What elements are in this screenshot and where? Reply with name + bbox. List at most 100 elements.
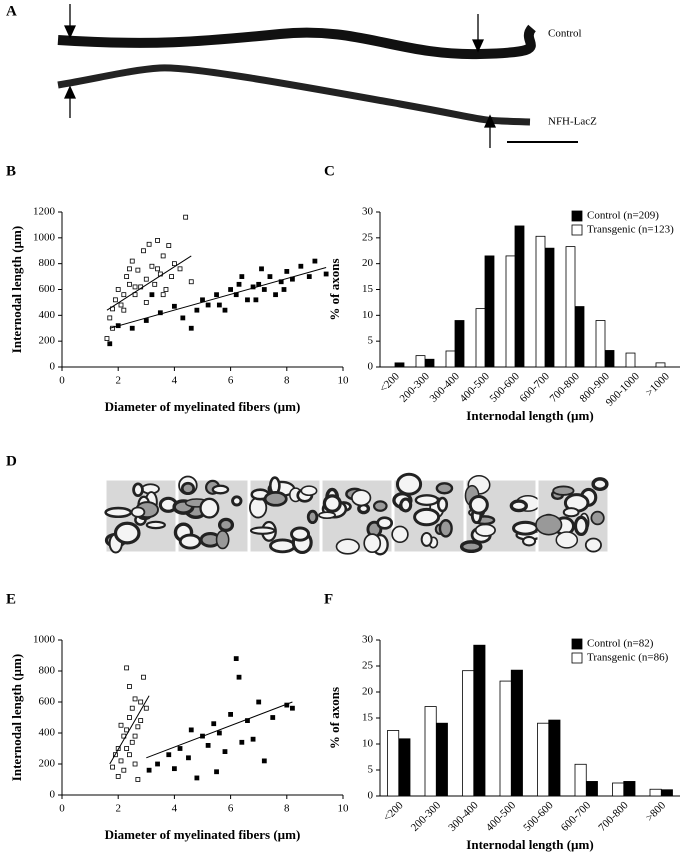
point [236,281,242,287]
y-tick-label: 0 [50,361,56,373]
point [214,292,219,298]
legend-label: Transgenic (n=123) [587,224,674,236]
point [124,746,130,751]
point [107,315,113,321]
x-tick-label: 200-300 [409,799,444,834]
axon [290,526,311,542]
axon [335,538,360,555]
bar [415,355,426,368]
y-tick-label: 5 [368,764,374,776]
bar [625,352,636,368]
point [166,752,172,758]
point [121,307,127,313]
arrows [63,4,497,148]
point [298,263,304,269]
panel-letter: E [6,591,16,607]
point [270,715,276,720]
point [166,243,172,248]
point [143,705,149,711]
axon [211,484,230,495]
point [138,699,144,705]
y-tick-label: 200 [39,758,56,770]
point [110,764,115,770]
x-tick-label: 500-600 [521,799,556,834]
point [261,287,267,292]
point [160,292,166,298]
bar [595,320,606,368]
fiber-label: Control [548,28,582,40]
axon [351,489,372,507]
bar [473,644,486,797]
legend-label: Transgenic (n=86) [587,652,669,664]
x-tick-label: 0 [59,803,65,815]
axon [363,533,382,554]
x-tick-label: 10 [338,375,350,387]
bar [435,722,448,797]
bar [514,225,525,368]
legend-swatch [571,652,583,664]
point [149,292,155,298]
axon [300,485,318,497]
bar [475,308,486,368]
point [188,279,194,285]
axon [215,530,230,550]
axon [552,485,575,496]
axon [178,533,202,550]
point [222,307,228,313]
axon [231,495,243,507]
point [115,287,121,292]
y-axis-label: % of axons [327,258,342,320]
point [222,749,228,754]
point [194,775,200,781]
point [129,258,135,264]
point [216,302,222,308]
point [129,739,135,745]
point [121,292,127,298]
y-tick-label: 20 [362,686,374,698]
point [138,718,144,723]
point [259,266,264,272]
x-tick-label: 600-700 [517,370,552,405]
y-tick-label: 400 [39,309,56,321]
point [233,656,239,661]
point [132,733,138,739]
axon [322,494,342,513]
bar [387,730,400,797]
bar [612,782,625,797]
x-tick-label: 300-400 [427,370,462,405]
point [132,696,138,702]
point [253,297,259,303]
axon [249,526,276,535]
point [155,266,160,272]
point [205,302,211,308]
bar [445,350,456,368]
y-tick-label: 0 [50,789,56,801]
y-tick-label: 10 [362,309,374,321]
point [228,712,234,717]
x-tick-label: 6 [228,375,234,387]
point [256,699,262,705]
x-tick-label: 400-500 [484,799,519,834]
x-axis-label: Diameter of myelinated fibers (µm) [105,827,301,842]
point [183,214,189,220]
x-tick-label: >1000 [643,370,672,399]
point [250,736,256,742]
fiber-label: NFH-LacZ [548,116,597,128]
point [157,310,163,316]
point [261,758,267,764]
point [143,318,149,323]
point [132,761,138,767]
y-tick-label: 15 [362,712,374,724]
bar [544,247,555,368]
bar [574,306,585,368]
axon [414,494,440,507]
axon [113,521,141,545]
axon [248,496,268,519]
y-tick-label: 20 [362,257,374,269]
point [214,769,219,775]
x-axis-label: Diameter of myelinated fibers (µm) [105,399,301,414]
y-tick-label: 0 [368,790,374,802]
bar [505,255,516,368]
legend-label: Control (n=82) [587,638,654,650]
point [141,674,146,680]
